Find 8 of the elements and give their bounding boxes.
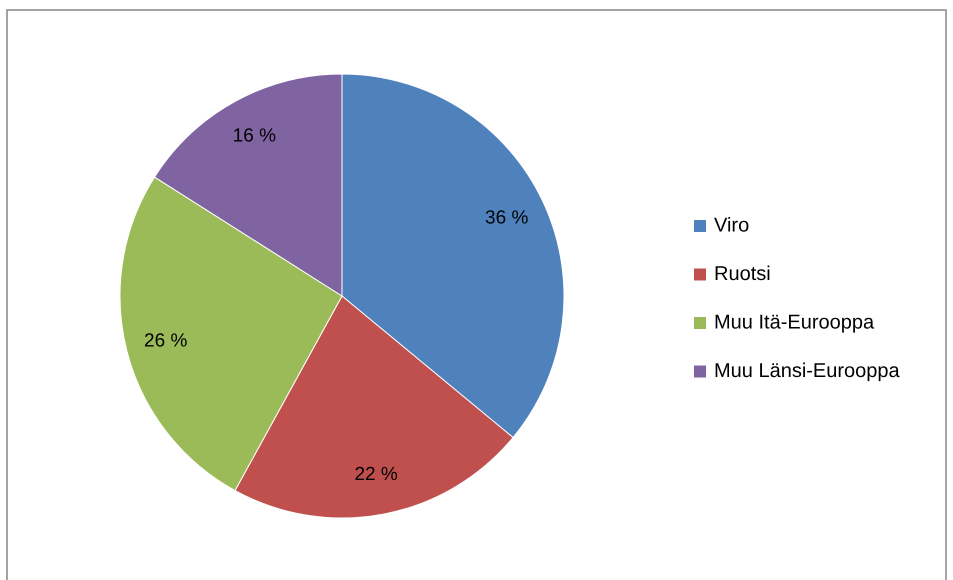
data-label: 36 %	[485, 208, 528, 229]
data-label: 26 %	[144, 330, 188, 352]
data-label: 22 %	[354, 464, 398, 485]
legend-label: Viro	[714, 214, 750, 236]
data-label: 16 %	[232, 125, 276, 146]
legend-label: Muu Länsi-Eurooppa	[714, 360, 901, 382]
legend-label: Ruotsi	[714, 262, 771, 285]
legend-label: Muu Itä-Eurooppa	[714, 311, 875, 334]
